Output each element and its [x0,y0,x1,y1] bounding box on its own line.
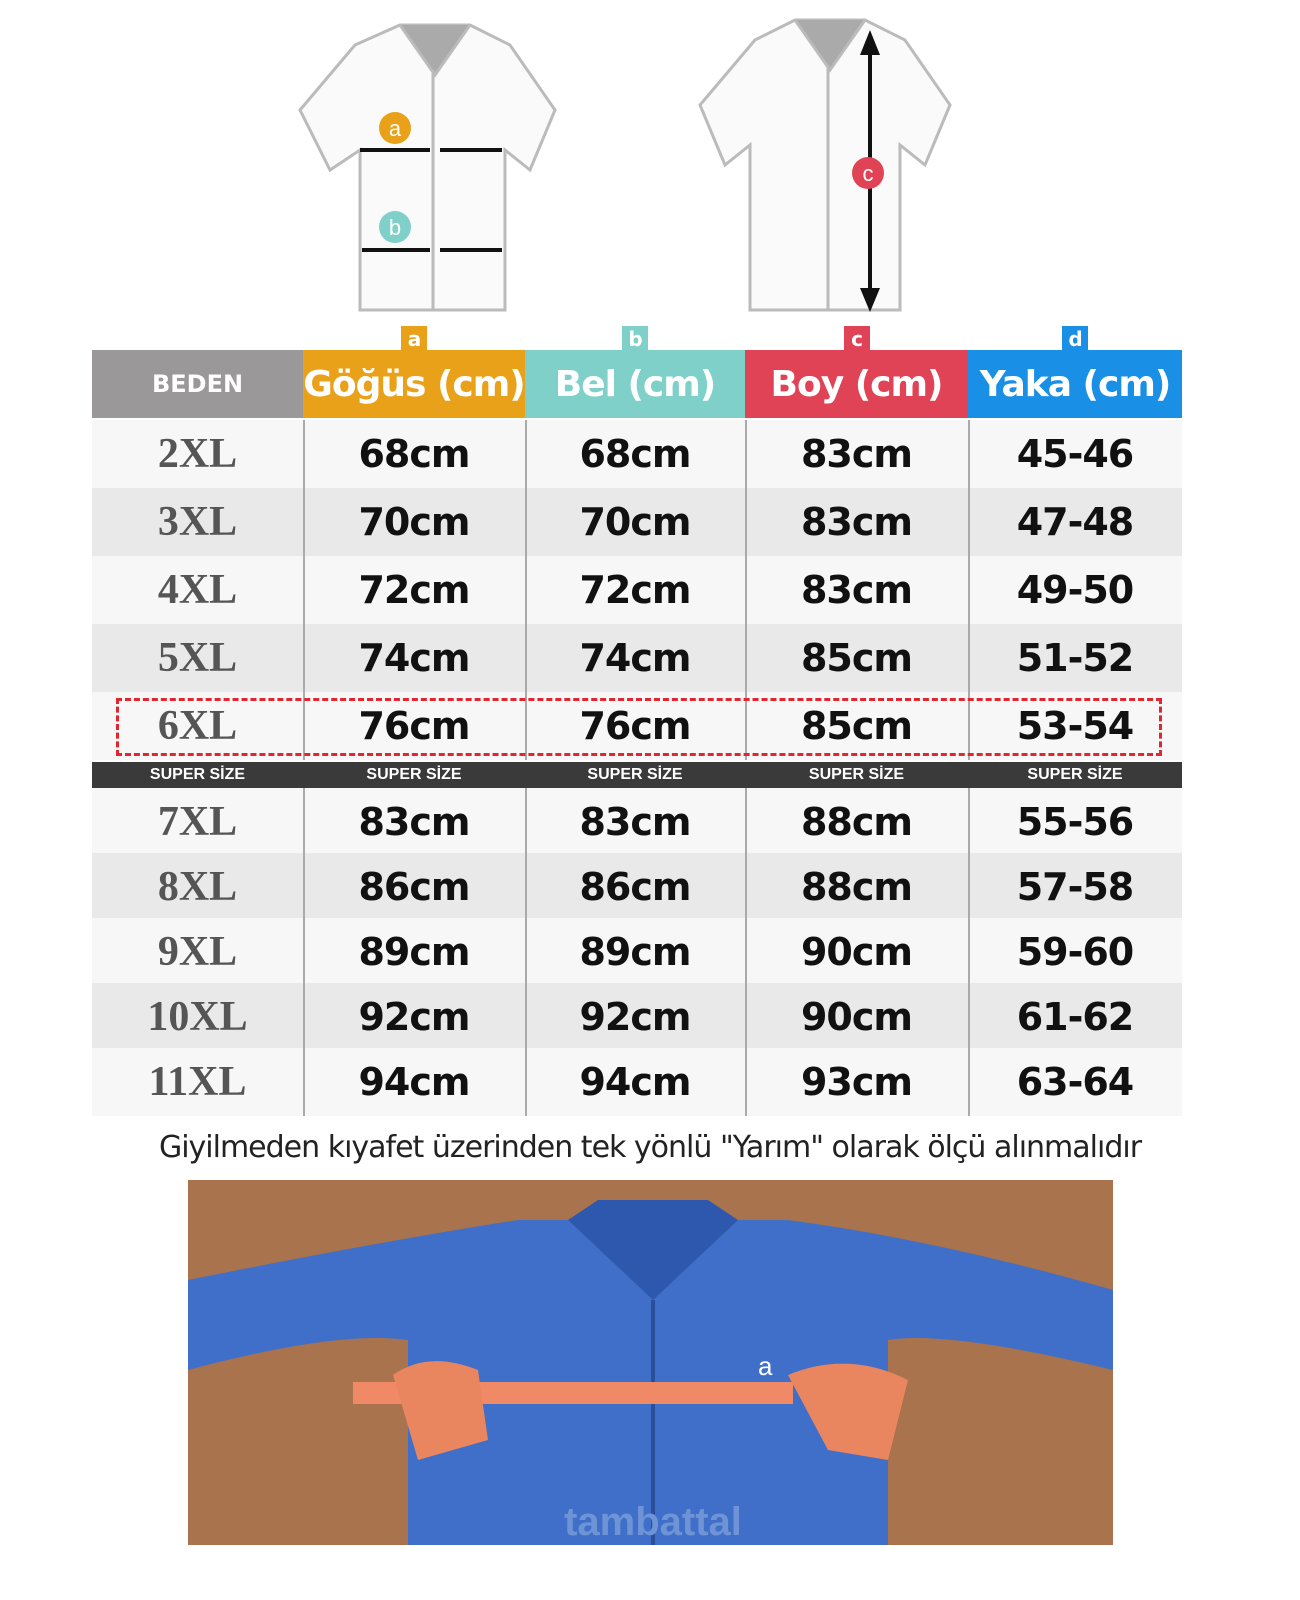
table-row: 5XL 74cm 74cm 85cm 51-52 [92,624,1182,692]
cell-size: 10XL [147,994,248,1040]
label-b-marker [379,211,411,243]
header-waist: b Bel (cm) [525,326,745,418]
measurement-note: Giyilmeden kıyafet üzerinden tek yönlü "… [158,1130,1142,1165]
cell-collar: 57-58 [1016,865,1135,909]
cell-length: 93cm [800,1060,913,1104]
cell-waist: 72cm [579,568,691,612]
header-size: BEDEN [92,350,303,418]
super-size-label: SUPER SİZE [808,766,905,783]
cell-length: 83cm [800,568,913,612]
cell-chest: 74cm [358,636,470,680]
cell-chest: 68cm [358,432,470,476]
shirt-diagrams: a b c [298,18,952,312]
cell-collar: 63-64 [1016,1060,1135,1104]
cell-size: 8XL [157,864,238,910]
cell-size: 3XL [157,499,238,545]
cell-waist: 68cm [579,432,691,476]
cell-length: 83cm [800,432,913,476]
label-a-marker [379,112,411,144]
cell-size: 2XL [157,431,238,477]
cell-chest: 94cm [358,1060,470,1104]
cell-size: 6XL [157,703,238,749]
cell-chest: 70cm [358,500,470,544]
svg-text:a: a [758,1351,773,1381]
table-row: 3XL 70cm 70cm 83cm 47-48 [92,488,1182,556]
cell-chest: 76cm [358,704,470,748]
cell-length: 90cm [800,995,913,1039]
cell-waist: 94cm [579,1060,691,1104]
cell-collar: 45-46 [1016,432,1135,476]
cell-waist: 83cm [579,800,691,844]
cell-chest: 86cm [358,865,470,909]
cell-collar: 61-62 [1016,995,1135,1039]
cell-waist: 76cm [579,704,691,748]
table-row: 4XL 72cm 72cm 83cm 49-50 [92,556,1182,624]
table-row: 7XL 83cm 83cm 88cm 55-56 [92,788,1182,856]
cell-size: 11XL [148,1059,247,1105]
cell-length: 85cm [800,636,913,680]
shirt-back-diagram [698,18,952,312]
cell-length: 85cm [800,704,913,748]
cell-collar: 55-56 [1016,800,1135,844]
cell-chest: 83cm [358,800,470,844]
cell-collar: 51-52 [1016,636,1135,680]
shirt-front-diagram [298,23,557,312]
svg-text:a: a [389,116,402,141]
table-row: 8XL 86cm 86cm 88cm 57-58 [92,853,1182,921]
cell-collar: 59-60 [1016,930,1135,974]
cell-waist: 70cm [579,500,691,544]
cell-length: 83cm [800,500,913,544]
header-chest: a Göğüs (cm) [303,326,526,418]
super-size-band: SUPER SİZE SUPER SİZE SUPER SİZE SUPER SİZE… [92,762,1182,788]
highlight-box [116,698,1162,756]
super-size-label: SUPER SİZE [1027,766,1123,783]
svg-text:b: b [389,215,401,240]
table-row: 6XL 76cm 76cm 85cm 53-54 [92,692,1182,760]
header-collar: d Yaka (cm) [968,326,1182,418]
cell-waist: 74cm [579,636,691,680]
cell-chest: 89cm [358,930,470,974]
super-size-label: SUPER SİZE [149,766,246,783]
cell-length: 88cm [800,865,913,909]
super-size-label: SUPER SİZE [587,766,683,783]
watermark: tambattal [564,1500,742,1544]
cell-waist: 92cm [579,995,691,1039]
cell-collar: 47-48 [1016,500,1135,544]
cell-length: 88cm [800,800,913,844]
cell-chest: 92cm [358,995,470,1039]
cell-collar: 49-50 [1016,568,1135,612]
cell-size: 4XL [157,567,238,613]
measuring-illustration: a tambattal [188,1180,1113,1545]
cell-waist: 86cm [579,865,691,909]
cell-chest: 72cm [358,568,470,612]
cell-waist: 89cm [579,930,691,974]
table-row: 10XL 92cm 92cm 90cm 61-62 [92,983,1182,1051]
cell-length: 90cm [800,930,913,974]
cell-size: 9XL [157,929,238,975]
table-row: 11XL 94cm 94cm 93cm 63-64 [92,1048,1182,1116]
super-size-label: SUPER SİZE [366,766,462,783]
label-c-marker [852,157,884,189]
cell-collar: 53-54 [1016,704,1135,748]
table-row: 9XL 89cm 89cm 90cm 59-60 [92,918,1182,986]
table-row: 2XL 68cm 68cm 83cm 45-46 [92,420,1182,488]
header-length: c Boy (cm) [745,326,968,418]
cell-size: 5XL [157,635,238,681]
svg-text:c: c [863,161,874,186]
cell-size: 7XL [157,799,238,845]
